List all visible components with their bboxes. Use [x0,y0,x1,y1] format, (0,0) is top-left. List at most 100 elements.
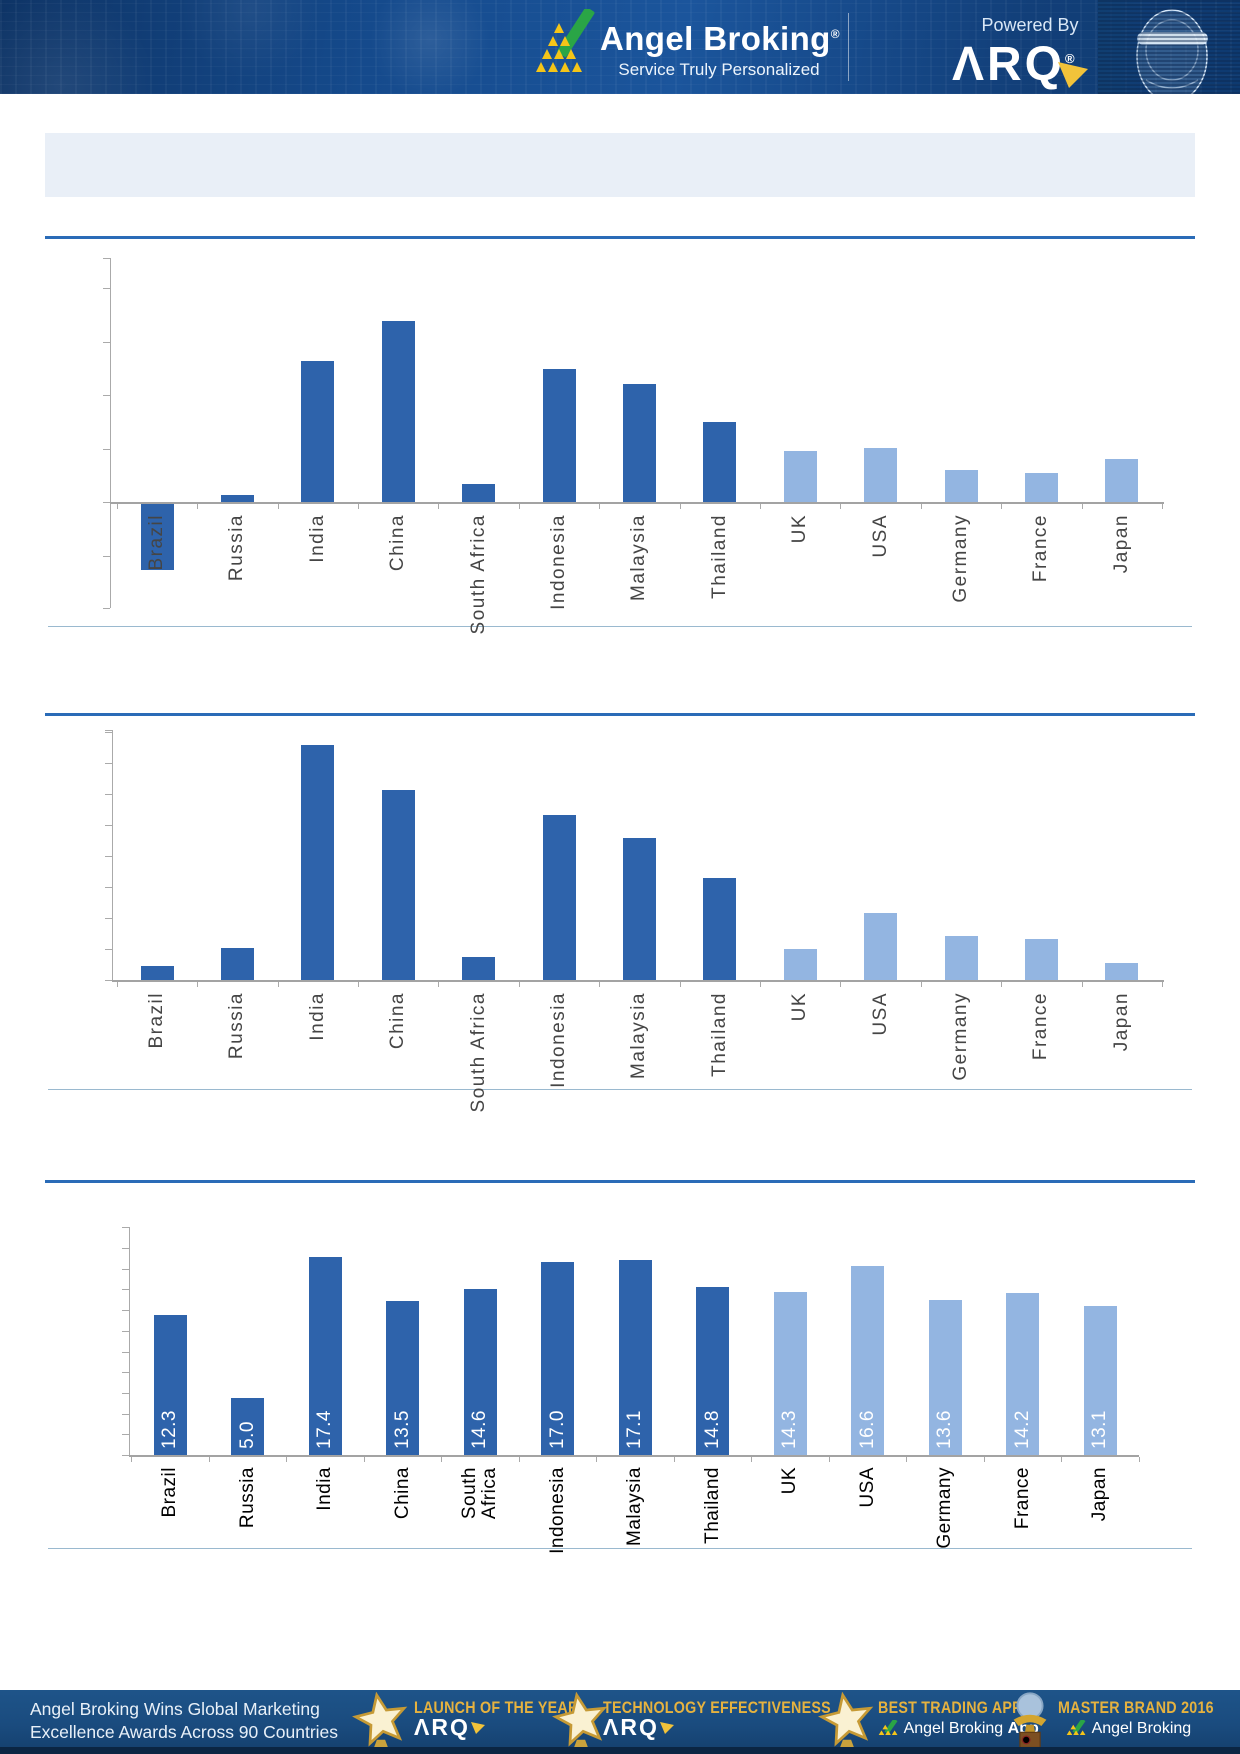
bar-label-china: China [392,1467,413,1520]
bar-label-thailand: Thailand [709,514,730,599]
bar-label-malaysia: Malaysia [628,992,649,1079]
trophy-star-icon [352,1692,408,1751]
y-axis [110,258,111,608]
bar-label-uk: UK [789,992,810,1022]
bar-indonesia [543,815,576,980]
y-tick [103,342,110,343]
x-axis [129,1455,1139,1457]
y-tick [103,395,110,396]
value-label-japan: 13.1 [1089,1410,1110,1449]
trophy-star-icon [818,1692,874,1751]
bar-label-brazil: Brazil [159,1467,180,1518]
bar-russia [231,1398,264,1455]
header-divider [848,13,849,81]
bar-label-china: China [387,514,408,572]
bar-label-malaysia: Malaysia [624,1467,645,1546]
x-tick [519,982,520,987]
bar-label-china: China [387,992,408,1050]
bar-label-japan: Japan [1111,514,1132,574]
x-tick [1082,982,1083,987]
logo-green-arrow [557,9,595,57]
bar-india [301,361,334,502]
bar-label-germany: Germany [950,514,971,603]
x-tick [441,1457,442,1462]
value-label-germany: 13.6 [934,1410,955,1449]
bar-usa [864,448,897,502]
y-tick [105,887,112,888]
bar-china [382,321,415,502]
bar-label-indonesia: Indonesia [547,1467,568,1554]
bar-malaysia [619,1260,652,1455]
arq-arrow-icon [470,1722,485,1734]
x-tick [906,1457,907,1462]
x-tick [131,1457,132,1462]
bar-brazil [141,966,174,980]
bar-label-usa: USA [870,514,891,558]
footer-headline: Angel Broking Wins Global Marketing Exce… [30,1699,339,1742]
x-tick [921,504,922,509]
x-tick [1162,504,1163,509]
bar-label-russia: Russia [226,514,247,582]
y-tick [103,288,110,289]
bar-thailand [703,422,736,502]
x-tick [1001,982,1002,987]
brand-text: Angel Broking® [600,20,840,57]
y-tick [105,949,112,950]
x-tick [1139,1457,1140,1462]
bar-usa [851,1266,884,1455]
bar-germany [945,936,978,980]
trophy-star-icon [552,1692,608,1751]
x-tick [599,982,600,987]
x-tick [840,504,841,509]
bar-label-india: India [314,1467,335,1511]
x-tick [197,982,198,987]
y-axis [129,1227,130,1455]
y-tick [103,608,110,609]
y-tick [105,730,112,731]
angel-broking-logo-icon [536,9,595,72]
y-tick [103,502,110,503]
badge-title: BEST TRADING APP [878,1698,1022,1717]
y-tick [122,1310,129,1311]
bar-thailand [696,1287,729,1455]
bar-russia [221,495,254,502]
brand-tagline: Service Truly Personalized [618,60,820,79]
bar-label-uk: UK [779,1467,800,1495]
bar-japan [1084,1306,1117,1455]
x-tick [519,504,520,509]
arq-arrow-icon [659,1722,674,1734]
logo-yellow-pyramid [536,23,582,72]
bar-france [1025,473,1058,502]
bar-malaysia [623,384,656,502]
bar-china [386,1301,419,1455]
bar-label-india: India [307,992,328,1041]
bar-china [382,790,415,980]
x-tick [596,1457,597,1462]
y-tick [105,918,112,919]
chart-2-bar-chart: Brazil Russia India China South Africa Indone… [0,722,1240,1112]
bar-label-south-africa: South Africa [459,1467,500,1520]
x-tick [438,504,439,509]
y-tick [122,1455,129,1456]
y-tick [105,980,112,981]
arq-arrow-icon [1058,62,1088,88]
x-tick [278,504,279,509]
bar-south-africa [462,957,495,980]
bar-label-germany: Germany [934,1467,955,1549]
section-end-rule [48,626,1192,627]
y-tick [105,856,112,857]
header-band: Angel Broking® Service Truly Personalize… [0,0,1240,94]
y-tick [122,1248,129,1249]
section-end-rule [48,1089,1192,1090]
powered-by-label: Powered By [981,15,1079,35]
bar-south-africa [462,484,495,502]
y-tick [103,449,110,450]
value-label-uk: 14.3 [779,1410,800,1449]
y-tick [105,825,112,826]
y-tick [105,794,112,795]
bar-label-malaysia: Malaysia [628,514,649,601]
value-label-usa: 16.6 [857,1410,878,1449]
x-tick [760,982,761,987]
x-tick [278,982,279,987]
x-tick [197,504,198,509]
